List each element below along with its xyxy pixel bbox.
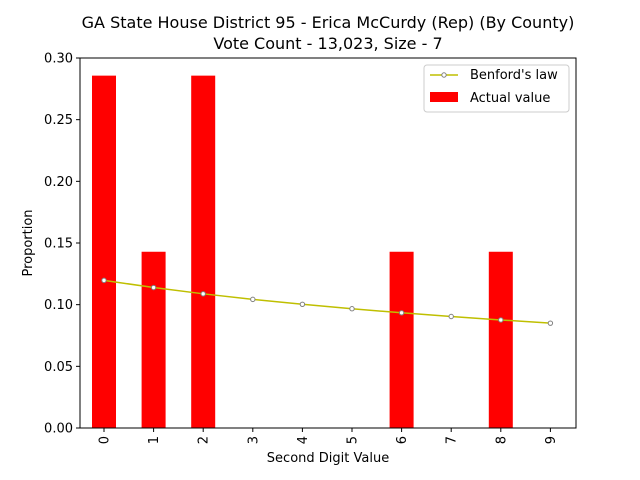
benford-point-3 [250,296,256,303]
x-tick-label: 1 [147,436,162,444]
y-axis-label: Proportion [21,209,36,276]
legend-bar-swatch [430,92,458,102]
x-tick-label: 7 [445,436,460,444]
benford-point-2 [200,291,206,297]
axes-frame [79,57,577,429]
benford-point-9 [547,320,554,326]
y-tick-label: 0.00 [44,422,73,437]
y-tick-label: 0.05 [44,360,73,375]
legend-label-benford: Benford's law [470,68,558,83]
plot-area: 0.00 0.05 0.10 0.15 0.20 0.25 0.30 0 1 2 3 4 5 6 7 8 9 [44,52,559,445]
x-tick-label: 0 [98,436,113,444]
x-tick-label: 3 [246,436,261,444]
bar-2 [191,75,216,429]
legend-line-marker [441,72,447,78]
x-tick-label: 2 [197,436,212,444]
y-tick-label: 0.25 [44,113,73,128]
benford-point-7 [448,313,454,320]
legend: Benford's law Actual value [423,64,570,113]
bar-0 [92,75,116,429]
legend-box [423,64,570,113]
x-axis-label: Second Digit Value [267,451,389,466]
x-tick-label: 4 [296,436,311,444]
benford-point-1 [150,284,157,291]
y-tick-label: 0.15 [44,237,73,252]
benford-point-4 [299,301,306,307]
chart-subtitle: Vote Count - 13,023, Size - 7 [213,34,442,53]
y-tick-label: 0.10 [44,298,73,313]
benford-point-5 [349,306,355,312]
benford-point-6 [398,310,405,316]
y-tick-label: 0.20 [44,175,73,190]
x-tick-label: 8 [494,436,509,444]
bar-8 [488,251,513,428]
x-tick-label: 5 [346,436,361,444]
legend-label-actual: Actual value [470,91,550,106]
benford-point-0 [101,277,107,284]
benford-point-8 [498,317,504,323]
bar-6 [389,251,414,428]
x-tick-label: 9 [544,436,559,444]
bar-1 [141,251,166,428]
chart-title: GA State House District 95 - Erica McCur… [82,13,575,32]
y-tick-label: 0.30 [44,52,73,67]
x-tick-label: 6 [395,436,410,444]
benford-line [103,279,551,324]
